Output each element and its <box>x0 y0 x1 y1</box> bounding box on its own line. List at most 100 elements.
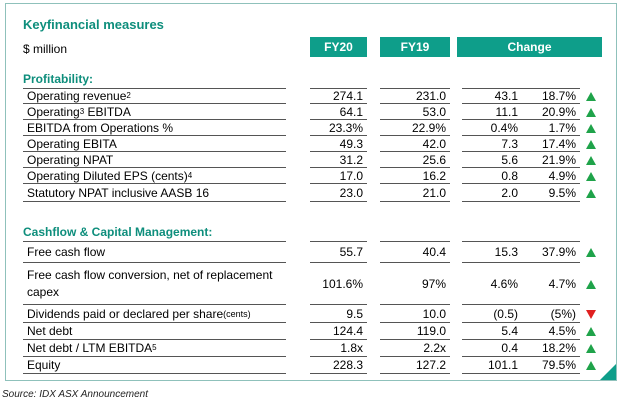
fy19-value: 10.0 <box>380 305 450 323</box>
fy20-value: 1.8x <box>310 340 367 357</box>
down-arrow-icon <box>584 305 598 323</box>
fy20-value: 55.7 <box>310 241 367 263</box>
fy19-value: 21.0 <box>380 184 450 202</box>
row-label: Operating NPAT <box>23 152 286 168</box>
change-value: 0.8 <box>462 168 522 184</box>
fy20-value: 17.0 <box>310 168 367 184</box>
change-percent: 37.9% <box>522 241 580 263</box>
change-percent: 1.7% <box>522 120 580 136</box>
row-label: Operating Diluted EPS (cents) 4 <box>23 168 286 184</box>
section-cashflow: Cashflow & Capital Management: <box>23 225 213 239</box>
up-arrow-icon <box>584 184 598 202</box>
change-percent: 18.2% <box>522 340 580 357</box>
table-row: Free cash flow conversion, net of replac… <box>6 263 606 305</box>
change-value: 2.0 <box>462 184 522 202</box>
section-profitability: Profitability: <box>23 72 94 86</box>
up-arrow-icon <box>584 263 598 305</box>
up-arrow-icon <box>584 104 598 120</box>
change-percent: 21.9% <box>522 152 580 168</box>
fy19-value: 25.6 <box>380 152 450 168</box>
change-value: 15.3 <box>462 241 522 263</box>
row-label: Net debt <box>23 323 286 340</box>
fy19-value: 40.4 <box>380 241 450 263</box>
change-percent: 17.4% <box>522 136 580 152</box>
fy19-value: 2.2x <box>380 340 450 357</box>
change-value: 5.4 <box>462 323 522 340</box>
change-percent: 9.5% <box>522 184 580 202</box>
fy20-value: 101.6% <box>310 263 367 305</box>
fy20-value: 274.1 <box>310 88 367 104</box>
table-row: Operating NPAT 31.2 25.6 5.6 21.9% <box>6 152 606 168</box>
change-percent: 79.5% <box>522 357 580 374</box>
row-label: Operating revenue 2 <box>23 88 286 104</box>
fy20-value: 64.1 <box>310 104 367 120</box>
fy19-value: 16.2 <box>380 168 450 184</box>
change-value: 43.1 <box>462 88 522 104</box>
change-value: 101.1 <box>462 357 522 374</box>
change-value: 0.4% <box>462 120 522 136</box>
up-arrow-icon <box>584 168 598 184</box>
header-change: Change <box>457 37 602 57</box>
change-percent: 20.9% <box>522 104 580 120</box>
fy19-value: 42.0 <box>380 136 450 152</box>
change-percent: 4.9% <box>522 168 580 184</box>
up-arrow-icon <box>584 120 598 136</box>
table-row: Free cash flow 55.7 40.4 15.3 37.9% <box>6 241 606 263</box>
fy20-value: 23.3% <box>310 120 367 136</box>
header-fy20: FY20 <box>310 37 367 57</box>
fy20-value: 23.0 <box>310 184 367 202</box>
financial-measures-panel: Keyfinancial measures $ million FY20 FY1… <box>5 3 617 381</box>
unit-label: $ million <box>23 42 68 56</box>
table-row: Net debt / LTM EBITDA 5 1.8x 2.2x 0.4 18.… <box>6 340 606 357</box>
table-row: EBITDA from Operations % 23.3% 22.9% 0.4… <box>6 120 606 136</box>
up-arrow-icon <box>584 241 598 263</box>
panel-title: Keyfinancial measures <box>23 17 164 32</box>
change-percent: 18.7% <box>522 88 580 104</box>
up-arrow-icon <box>584 88 598 104</box>
up-arrow-icon <box>584 340 598 357</box>
fy20-value: 124.4 <box>310 323 367 340</box>
change-value: 11.1 <box>462 104 522 120</box>
fy19-value: 119.0 <box>380 323 450 340</box>
fy19-value: 97% <box>380 263 450 305</box>
row-label: Statutory NPAT inclusive AASB 16 <box>23 184 286 202</box>
up-arrow-icon <box>584 357 598 374</box>
fy20-value: 228.3 <box>310 357 367 374</box>
fy19-value: 22.9% <box>380 120 450 136</box>
fy19-value: 53.0 <box>380 104 450 120</box>
table-row: Net debt 124.4 119.0 5.4 4.5% <box>6 323 606 340</box>
row-label: Operating 3 EBITDA <box>23 104 286 120</box>
table-row: Operating Diluted EPS (cents) 4 17.0 16.2… <box>6 168 606 184</box>
row-label: Net debt / LTM EBITDA 5 <box>23 340 286 357</box>
row-label: Free cash flow <box>23 241 286 263</box>
fy19-value: 127.2 <box>380 357 450 374</box>
fy20-value: 31.2 <box>310 152 367 168</box>
corner-decoration <box>600 364 616 380</box>
row-label: Dividends paid or declared per share (cen… <box>23 305 286 323</box>
row-label: Operating EBITA <box>23 136 286 152</box>
change-value: 0.4 <box>462 340 522 357</box>
fy19-value: 231.0 <box>380 88 450 104</box>
table-row: Equity 228.3 127.2 101.1 79.5% <box>6 357 606 374</box>
header-fy19: FY19 <box>380 37 450 57</box>
change-percent: (5%) <box>522 305 580 323</box>
fy20-value: 49.3 <box>310 136 367 152</box>
row-label: Free cash flow conversion, net of replac… <box>23 263 286 305</box>
table-row: Dividends paid or declared per share (cen… <box>6 305 606 323</box>
up-arrow-icon <box>584 136 598 152</box>
up-arrow-icon <box>584 323 598 340</box>
change-value: 5.6 <box>462 152 522 168</box>
change-value: 4.6% <box>462 263 522 305</box>
source-caption: Source: IDX ASX Announcement <box>2 389 149 400</box>
up-arrow-icon <box>584 152 598 168</box>
table-row: Operating EBITA 49.3 42.0 7.3 17.4% <box>6 136 606 152</box>
table-row: Statutory NPAT inclusive AASB 16 23.0 21… <box>6 184 606 202</box>
change-value: (0.5) <box>462 305 522 323</box>
table-row: Operating 3 EBITDA 64.1 53.0 11.1 20.9% <box>6 104 606 120</box>
table-row: Operating revenue 2 274.1 231.0 43.1 18.7… <box>6 88 606 104</box>
row-label: EBITDA from Operations % <box>23 120 286 136</box>
fy20-value: 9.5 <box>310 305 367 323</box>
change-percent: 4.7% <box>522 263 580 305</box>
change-value: 7.3 <box>462 136 522 152</box>
change-percent: 4.5% <box>522 323 580 340</box>
